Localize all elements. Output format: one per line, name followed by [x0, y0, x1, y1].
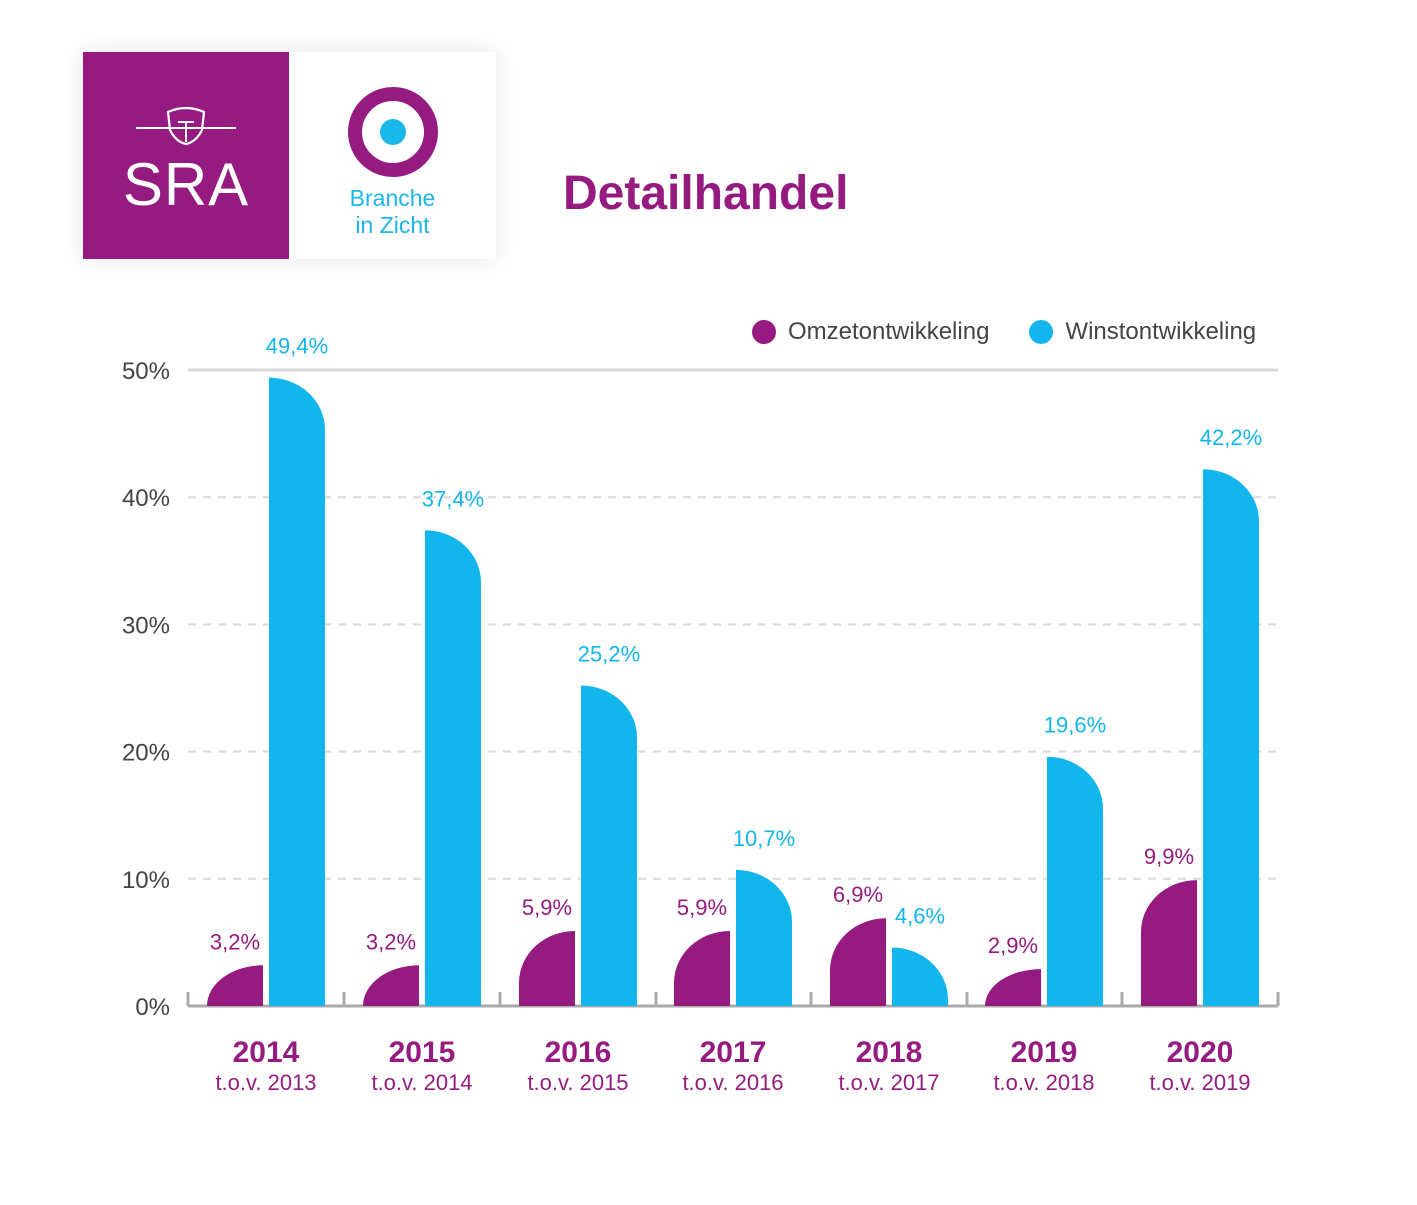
chart-legend: Omzetontwikkeling Winstontwikkeling — [752, 316, 1256, 348]
data-label-omzet-2018: 6,9% — [833, 882, 883, 907]
bar-omzet-2020 — [1141, 880, 1197, 1006]
sra-logo-label: SRA — [122, 151, 250, 218]
x-tick-sublabel-2019: t.o.v. 2018 — [993, 1070, 1094, 1095]
x-tick-sublabel-2017: t.o.v. 2016 — [682, 1070, 783, 1095]
y-tick-label: 10% — [122, 867, 170, 894]
x-tick-label-2018: 2018 — [856, 1036, 923, 1069]
y-tick-label: 50% — [122, 358, 170, 385]
shield-icon — [136, 106, 236, 146]
data-label-omzet-2014: 3,2% — [210, 929, 260, 954]
data-label-omzet-2015: 3,2% — [366, 929, 416, 954]
branche-in-zicht-label: Branche in Zicht — [289, 185, 496, 239]
branche-in-zicht-line1: Branche — [349, 185, 436, 211]
x-tick-label-2015: 2015 — [389, 1036, 456, 1069]
data-label-omzet-2017: 5,9% — [677, 895, 727, 920]
y-tick-label: 40% — [122, 485, 170, 512]
y-tick-label: 30% — [122, 612, 170, 639]
data-label-winst-2017: 10,7% — [733, 826, 795, 851]
data-label-winst-2018: 4,6% — [895, 903, 945, 928]
bar-winst-2019 — [1047, 756, 1103, 1006]
x-tick-sublabel-2015: t.o.v. 2014 — [371, 1070, 472, 1095]
bar-winst-2017 — [736, 869, 792, 1006]
legend-label-omzet: Omzetontwikkeling — [788, 318, 990, 345]
data-label-winst-2016: 25,2% — [578, 641, 640, 666]
legend-label-winst: Winstontwikkeling — [1065, 318, 1257, 345]
x-tick-label-2014: 2014 — [233, 1036, 300, 1069]
bar-winst-2016 — [581, 685, 637, 1006]
y-tick-label: 20% — [122, 740, 170, 767]
page-title: Detailhandel — [563, 167, 849, 220]
data-label-omzet-2016: 5,9% — [522, 895, 572, 920]
data-label-omzet-2020: 9,9% — [1144, 844, 1194, 869]
logo-block: SRA Branche in Zicht — [83, 52, 496, 259]
data-label-winst-2019: 19,6% — [1044, 713, 1106, 738]
bar-winst-2020 — [1203, 469, 1259, 1006]
data-label-winst-2020: 42,2% — [1200, 425, 1262, 450]
legend-swatch-winst — [1029, 320, 1054, 344]
x-tick-label-2019: 2019 — [1011, 1036, 1078, 1069]
x-tick-label-2020: 2020 — [1167, 1036, 1234, 1069]
legend-item-omzet: Omzetontwikkeling — [752, 318, 989, 346]
data-label-winst-2014: 49,4% — [266, 334, 328, 359]
branche-in-zicht-line2: in Zicht — [355, 212, 430, 238]
target-icon — [348, 87, 438, 177]
data-label-winst-2015: 37,4% — [422, 486, 484, 511]
x-tick-sublabel-2020: t.o.v. 2019 — [1149, 1070, 1250, 1095]
x-tick-sublabel-2018: t.o.v. 2017 — [838, 1070, 939, 1095]
bar-winst-2015 — [425, 530, 481, 1006]
bar-omzet-2015 — [363, 965, 419, 1006]
x-tick-sublabel-2014: t.o.v. 2013 — [215, 1070, 316, 1095]
y-tick-label: 0% — [135, 994, 170, 1021]
bar-winst-2014 — [269, 377, 325, 1007]
x-tick-label-2017: 2017 — [700, 1036, 767, 1069]
bar-omzet-2017 — [674, 930, 730, 1006]
bar-omzet-2018 — [830, 918, 886, 1006]
bar-omzet-2014 — [207, 965, 263, 1006]
sra-logo: SRA — [83, 52, 289, 259]
bar-omzet-2016 — [519, 930, 575, 1006]
branche-in-zicht-logo: Branche in Zicht — [289, 52, 496, 259]
legend-item-winst: Winstontwikkeling — [1029, 318, 1256, 346]
bar-winst-2018 — [892, 947, 948, 1006]
data-label-omzet-2019: 2,9% — [988, 933, 1038, 958]
bar-omzet-2019 — [985, 969, 1041, 1006]
x-tick-label-2016: 2016 — [545, 1036, 612, 1069]
legend-swatch-omzet — [752, 320, 776, 344]
x-tick-sublabel-2016: t.o.v. 2015 — [527, 1070, 628, 1095]
